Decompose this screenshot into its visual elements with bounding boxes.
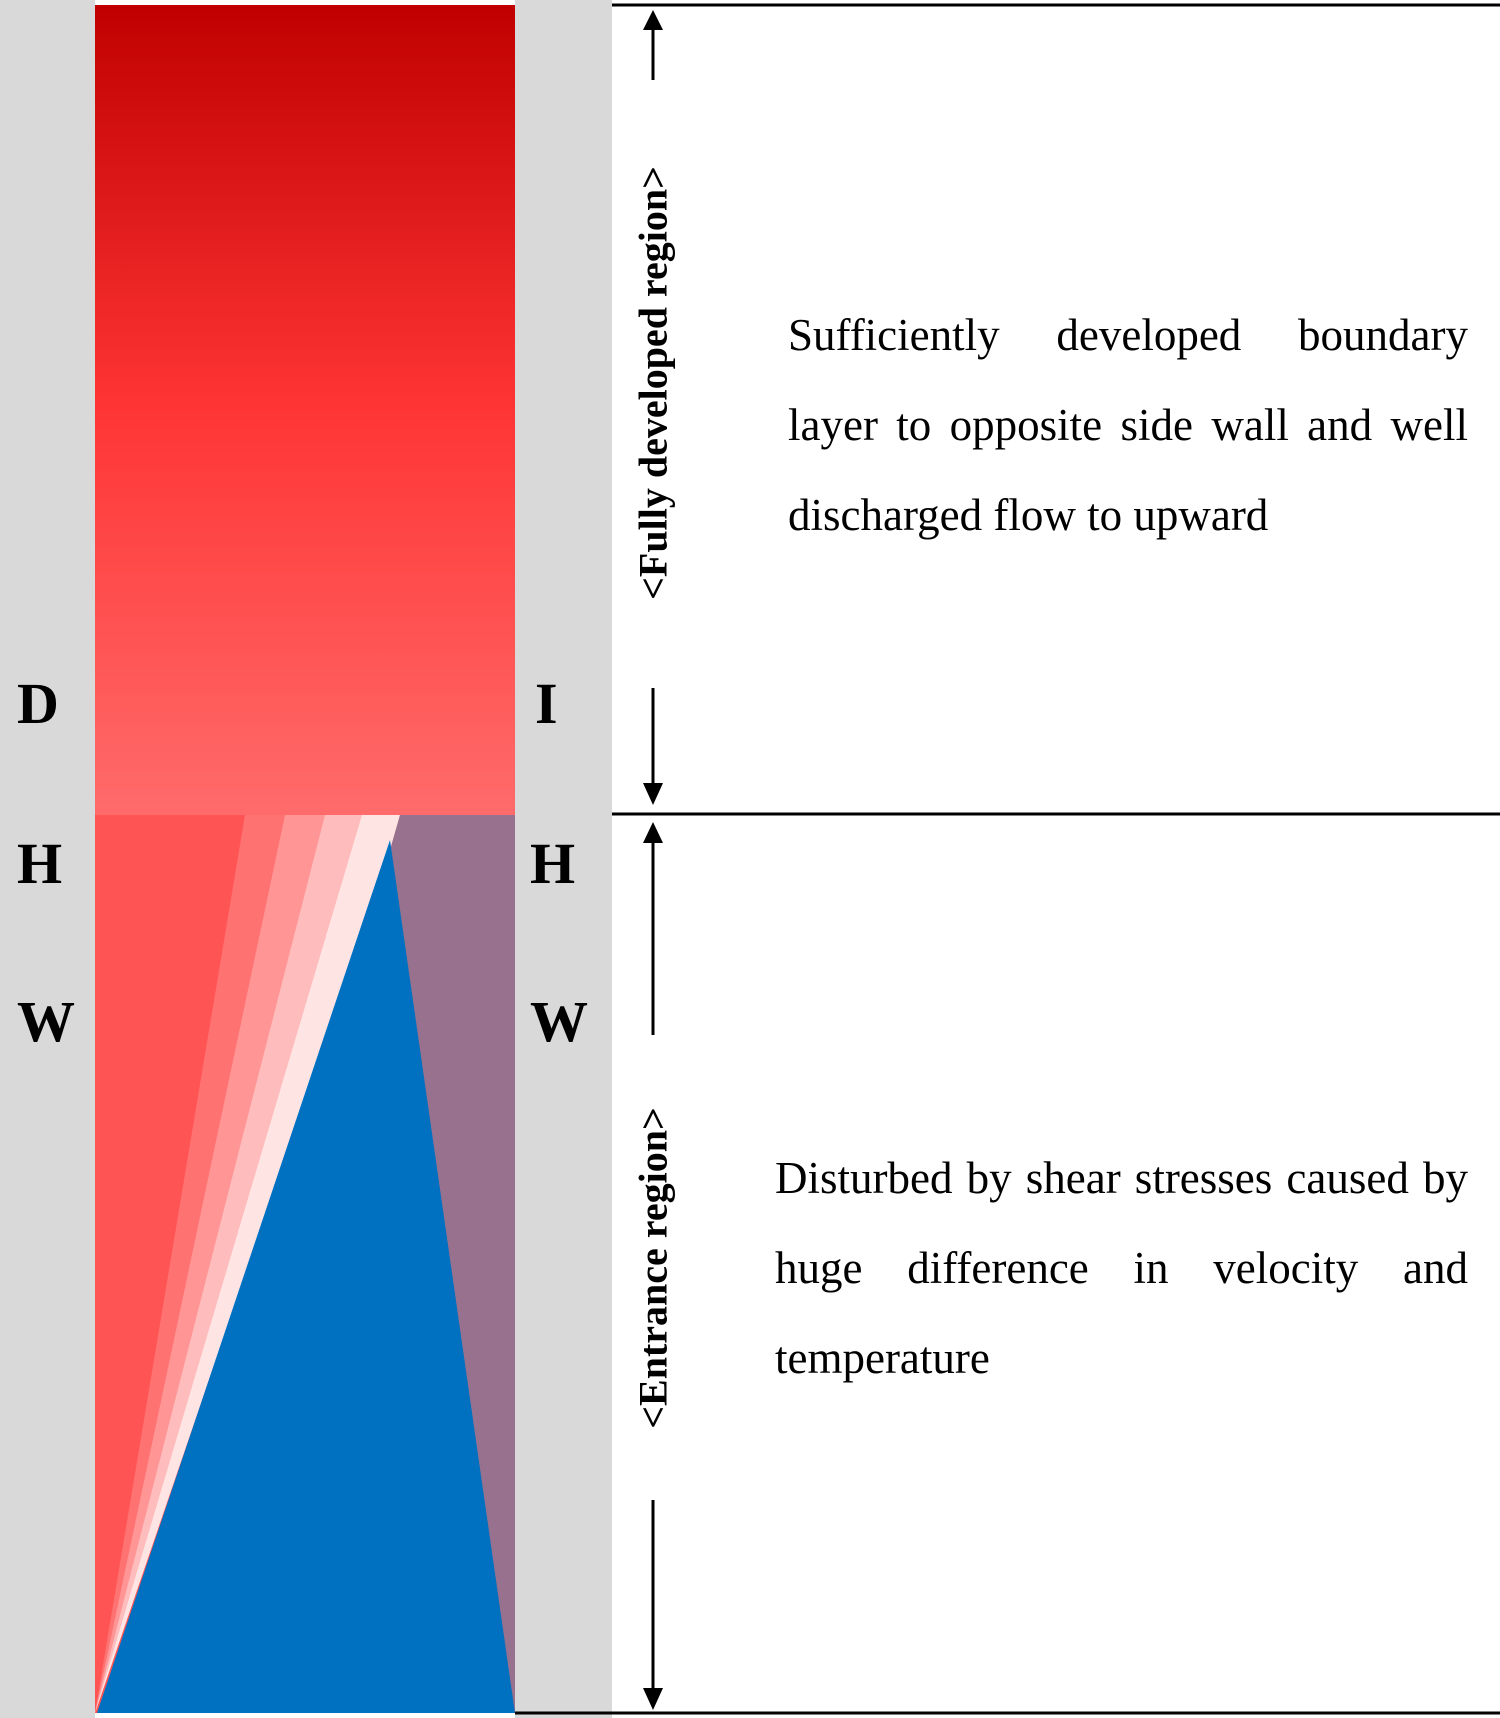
cold-core xyxy=(97,840,515,1713)
entrance-description: Disturbed by shear stresses caused by hu… xyxy=(775,1153,1468,1383)
left-wall xyxy=(0,0,95,1718)
left-wall-letter-w: W xyxy=(17,989,75,1054)
right-wall-letter-h: H xyxy=(530,831,576,896)
fully-developed-description: Sufficiently developed boundary layer to… xyxy=(788,310,1468,540)
fully-developed-flow xyxy=(95,5,515,815)
right-wall-letter-w: W xyxy=(530,989,588,1054)
left-wall-letter-d: D xyxy=(17,671,59,736)
entrance-region-label: <Entrance region> xyxy=(630,1107,676,1429)
left-wall-letter-h: H xyxy=(17,831,63,896)
fully-developed-region-label: <Fully developed region> xyxy=(630,166,676,600)
mixed-zone xyxy=(390,815,515,1713)
right-wall xyxy=(515,0,612,1718)
upper-dimension-arrow xyxy=(643,10,663,805)
right-wall-letter-i: I xyxy=(535,671,558,736)
lower-dimension-arrow xyxy=(643,822,663,1710)
